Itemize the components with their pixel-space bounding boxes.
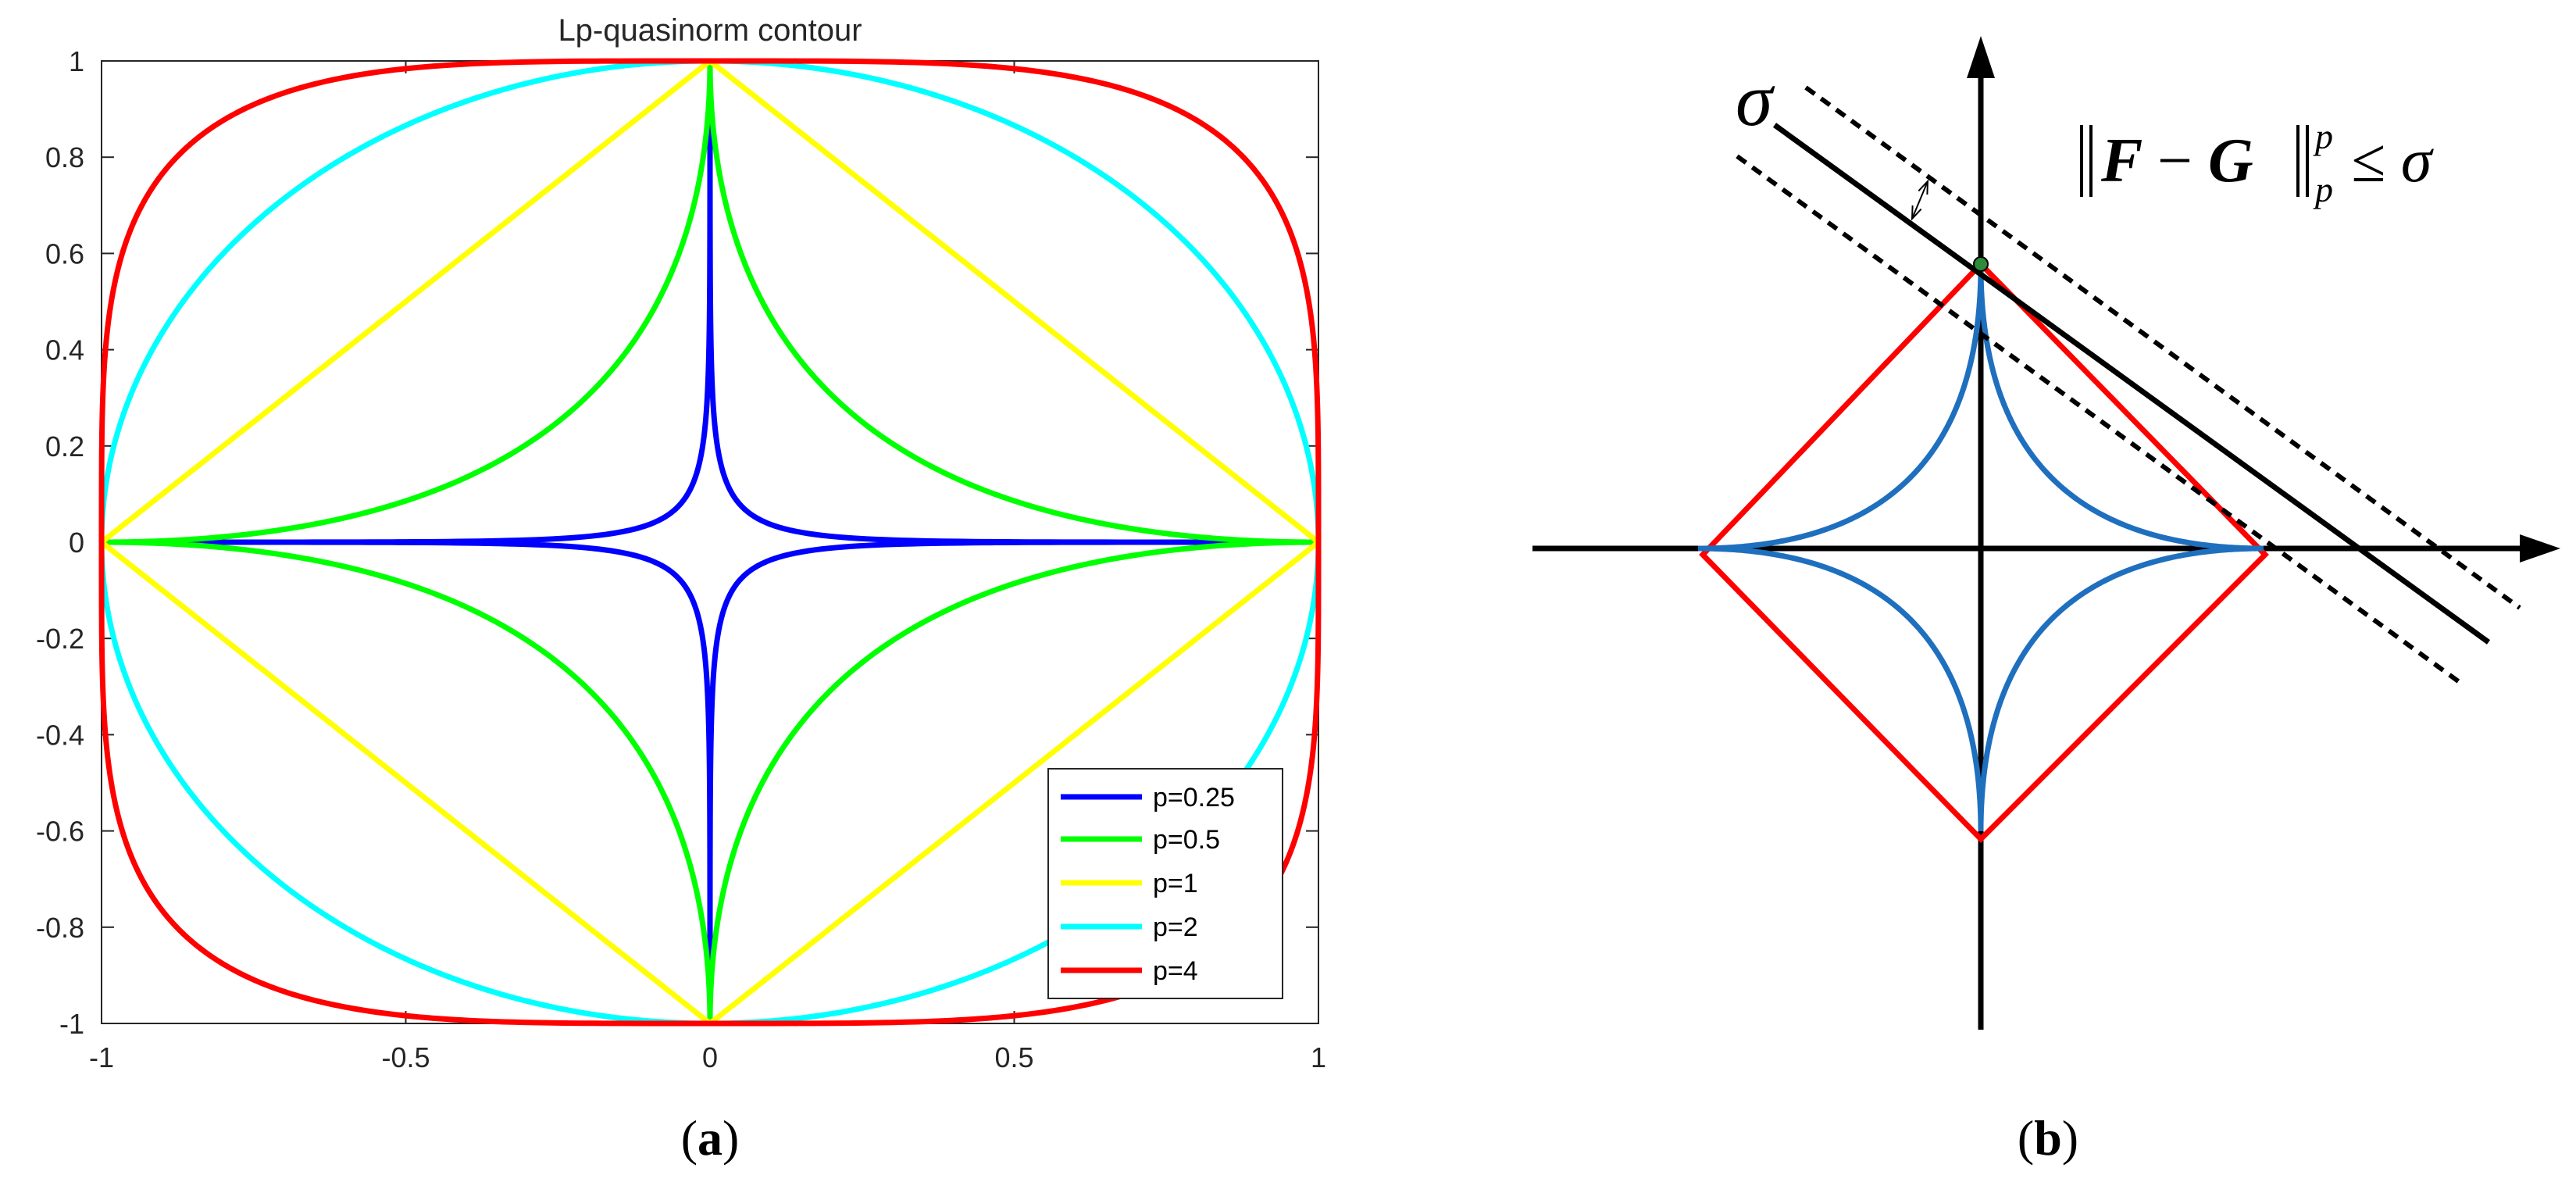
formula-subscript: p	[2313, 170, 2333, 209]
x-axis-arrowhead	[2520, 534, 2560, 562]
constraint-line-dashed-upper	[1804, 85, 2521, 610]
x-tick-label: 1	[1311, 1041, 1326, 1073]
y-tick-label: 0.8	[45, 141, 84, 173]
tangent-point	[1973, 256, 1989, 272]
y-tick-label: -0.4	[36, 719, 84, 751]
formula-relation: ≤ σ	[2351, 127, 2434, 195]
x-axis-ticks: -1 -0.5 0 0.5 1	[89, 61, 1326, 1073]
legend-label-p2: p=2	[1153, 912, 1198, 942]
y-tick-label: -0.2	[36, 623, 84, 655]
y-tick-label: -1	[59, 1008, 84, 1040]
x-tick-label: -0.5	[381, 1041, 430, 1073]
legend-label-p4: p=4	[1153, 956, 1198, 986]
panel-a-chart: Lp-quasinorm contour -1 -0.5 0 0.5 1 1 0.8 0.6…	[36, 13, 1326, 1166]
legend-label-p1: p=1	[1153, 869, 1198, 898]
y-tick-label: -0.6	[36, 816, 84, 848]
x-tick-label: 0	[702, 1041, 718, 1073]
y-tick-label: 0.6	[45, 238, 84, 270]
x-tick-label: -1	[89, 1041, 114, 1073]
constraint-formula: F − G p p ≤ σ	[2080, 116, 2434, 209]
caption-b: (b)	[2018, 1110, 2078, 1166]
y-tick-label: -0.8	[36, 912, 84, 944]
formula-superscript: p	[2313, 116, 2333, 156]
chart-title: Lp-quasinorm contour	[558, 13, 862, 48]
legend-label-p05: p=0.5	[1153, 825, 1220, 855]
panel-b-diagram: σ F − G p p ≤ σ (b)	[1532, 36, 2560, 1166]
y-tick-label: 0.4	[45, 334, 84, 366]
astroid-curve	[1698, 266, 2264, 831]
y-tick-label: 1	[69, 45, 84, 77]
y-tick-label: 0	[69, 527, 84, 559]
diamond-l1-ball	[1699, 259, 2269, 843]
legend-label-p025: p=0.25	[1153, 783, 1235, 812]
y-tick-label: 0.2	[45, 430, 84, 462]
constraint-line-solid	[1772, 123, 2491, 645]
formula-body: F − G	[2100, 127, 2253, 195]
caption-a: (a)	[681, 1110, 740, 1166]
y-axis-ticks: 1 0.8 0.6 0.4 0.2 0 -0.2 -0.4 -0.6 -0.8 -1	[36, 45, 1318, 1040]
constraint-line-dashed-lower	[1736, 154, 2462, 685]
sigma-distance-arrow	[1912, 181, 1928, 219]
legend: p=0.25 p=0.5 p=1 p=2 p=4	[1047, 768, 1283, 999]
sigma-label: σ	[1736, 58, 1775, 141]
y-axis-arrowhead	[1967, 36, 1995, 78]
x-tick-label: 0.5	[994, 1041, 1033, 1073]
